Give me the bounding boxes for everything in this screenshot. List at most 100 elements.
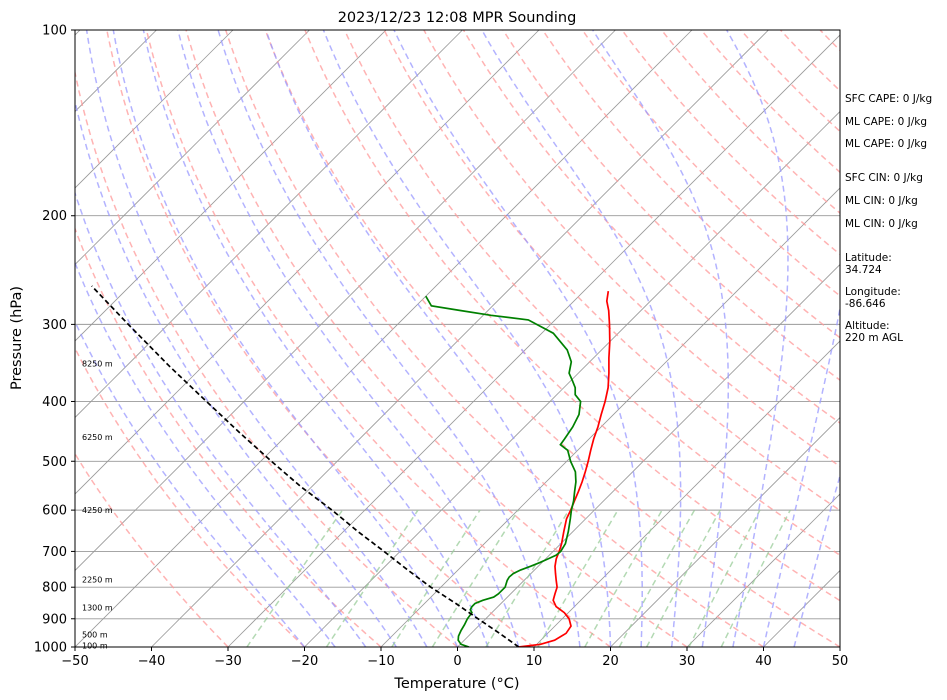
- stat-label: Altitude:: [845, 320, 890, 332]
- moist-adiabat-line: [265, 30, 581, 647]
- y-axis-ticks: 100 200 300 400 500 600 700 800 900 1000: [34, 24, 75, 656]
- mixing-ratio-line: [618, 509, 696, 647]
- x-tick-label: 40: [755, 654, 772, 669]
- dry-adiabat-line: [75, 226, 382, 647]
- isotherm-line: [227, 34, 840, 647]
- stat-label: ML CIN: 0 J/kg: [845, 195, 918, 207]
- moist-adiabat-line: [75, 98, 397, 647]
- dry-adiabat-line: [621, 30, 840, 256]
- mixing-ratio-line: [720, 509, 791, 647]
- y-tick-label: 400: [42, 395, 67, 410]
- chart-title: 2023/12/23 12:08 MPR Sounding: [338, 10, 577, 26]
- stat-label: Longitude:: [845, 286, 901, 298]
- x-tick-label: 50: [832, 654, 849, 669]
- isotherm-line: [75, 30, 234, 189]
- x-tick-label: −30: [214, 654, 241, 669]
- isotherm-line: [75, 30, 463, 419]
- moist-adiabat-line: [322, 30, 612, 647]
- isotherm-line: [686, 493, 840, 647]
- dewpoint-line: [425, 295, 582, 647]
- x-tick-label: −10: [367, 654, 394, 669]
- mixing-ratio-line: [645, 509, 721, 647]
- isotherm-line: [533, 340, 840, 647]
- mixing-ratio-line: [485, 509, 570, 647]
- dry-adiabat-line: [542, 30, 840, 339]
- data-lines: [91, 285, 611, 647]
- y-tick-label: 900: [42, 612, 67, 627]
- height-label: 6250 m: [82, 433, 113, 442]
- moist-adiabat-line: [75, 260, 336, 647]
- stat-label: ML CIN: 0 J/kg: [845, 218, 918, 230]
- height-label: 1300 m: [82, 604, 113, 613]
- dry-adiabat-line: [106, 30, 535, 647]
- x-tick-label: −20: [291, 654, 318, 669]
- moist-adiabat-line: [762, 304, 840, 647]
- stats-panel: SFC CAPE: 0 J/kg ML CAPE: 0 J/kg ML CAPE: …: [845, 93, 932, 344]
- height-label: 100 m: [82, 642, 108, 651]
- isotherm-line: [380, 187, 840, 647]
- moist-adiabat-line: [793, 472, 840, 647]
- moist-adiabat-line: [592, 30, 730, 647]
- x-tick-label: 0: [453, 654, 461, 669]
- height-label: 2250 m: [82, 576, 113, 585]
- y-tick-label: 800: [42, 581, 67, 596]
- x-tick-label: 20: [602, 654, 619, 669]
- y-tick-label: 100: [42, 24, 67, 39]
- dry-adiabat-line: [304, 30, 840, 602]
- isotherm-line: [610, 416, 840, 647]
- y-tick-label: 1000: [34, 641, 67, 656]
- mixing-ratio-line: [537, 509, 619, 647]
- dry-adiabat-line: [462, 30, 840, 424]
- dry-adiabat-line: [423, 30, 840, 468]
- moist-adiabat-line: [393, 30, 643, 647]
- x-tick-label: 10: [526, 654, 543, 669]
- y-axis-label: Pressure (hPa): [9, 286, 25, 390]
- moist-adiabat-line: [481, 30, 682, 647]
- stat-label: SFC CAPE: 0 J/kg: [845, 93, 932, 105]
- x-tick-label: −40: [138, 654, 165, 669]
- dry-adiabat-line: [343, 30, 840, 557]
- isotherm-line: [75, 30, 693, 647]
- y-tick-label: 300: [42, 318, 67, 333]
- stat-value: 34.724: [845, 264, 882, 276]
- mixing-ratio-line: [431, 509, 519, 647]
- dry-adiabat-line: [661, 30, 840, 215]
- height-label: 500 m: [82, 631, 108, 640]
- moist-adiabat-line: [112, 30, 459, 647]
- stat-label: ML CAPE: 0 J/kg: [845, 138, 927, 150]
- isotherm-line: [304, 110, 840, 647]
- isotherm-line: [75, 30, 540, 495]
- dry-adiabat-line: [224, 30, 764, 647]
- moist-adiabat-line: [177, 30, 520, 647]
- x-axis-ticks: −50 −40 −30 −20 −10 0 10 20 30 40 50: [61, 647, 848, 669]
- x-axis-label: Temperature (°C): [393, 676, 519, 692]
- plot-frame: [74, 29, 841, 648]
- x-tick-label: −50: [61, 654, 88, 669]
- mixing-ratio-line: [688, 509, 761, 647]
- dry-adiabat-line: [502, 30, 840, 382]
- x-tick-label: 30: [679, 654, 696, 669]
- height-label: 8250 m: [82, 359, 113, 368]
- height-labels: 8250 m 6250 m 4250 m 2250 m 1300 m 500 m 100 m: [82, 359, 113, 650]
- height-label: 4250 m: [82, 506, 113, 515]
- isotherm-line: [75, 30, 387, 342]
- dry-adiabat-line: [75, 346, 306, 647]
- dry-adiabat-line: [75, 452, 229, 647]
- mixing-ratio-line: [584, 509, 663, 647]
- stat-value: 220 m AGL: [845, 332, 903, 344]
- mixing-ratio-line: [325, 509, 419, 647]
- isotherm-line: [151, 30, 769, 647]
- y-tick-label: 700: [42, 545, 67, 560]
- y-tick-label: 200: [42, 209, 67, 224]
- stat-label: ML CAPE: 0 J/kg: [845, 116, 927, 128]
- dry-adiabat-line: [264, 30, 840, 647]
- dry-adiabat-line: [185, 30, 688, 647]
- temperature-line: [518, 290, 611, 647]
- y-tick-label: 600: [42, 504, 67, 519]
- isotherm-line: [75, 30, 310, 266]
- moist-adiabat-line: [726, 30, 789, 647]
- y-tick-label: 500: [42, 455, 67, 470]
- background-lines: [75, 30, 840, 647]
- stat-label: SFC CIN: 0 J/kg: [845, 172, 923, 184]
